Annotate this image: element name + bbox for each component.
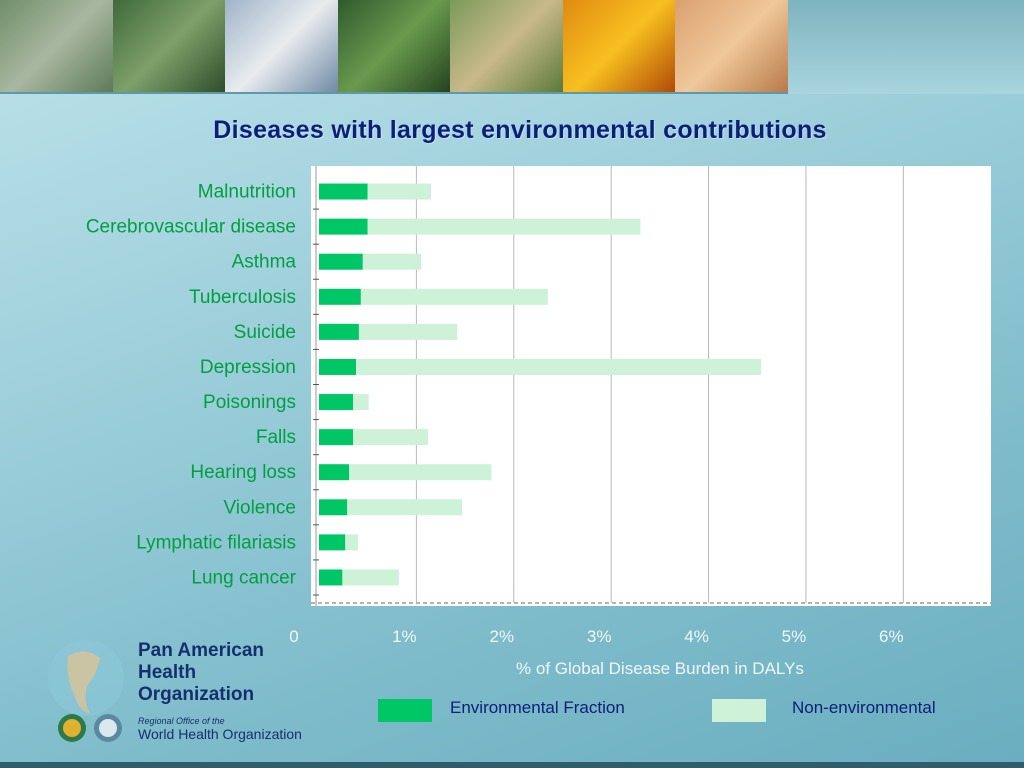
bar-environmental bbox=[319, 358, 357, 375]
bar-environmental bbox=[319, 429, 354, 446]
bar-environmental bbox=[319, 569, 343, 586]
x-tick-label: 3% bbox=[587, 627, 612, 646]
bar-non-environmental bbox=[353, 429, 429, 446]
bar-non-environmental bbox=[349, 464, 492, 481]
category-label: Suicide bbox=[234, 322, 296, 343]
bar-non-environmental bbox=[356, 358, 762, 375]
banner-photo bbox=[562, 0, 676, 92]
bar-non-environmental bbox=[360, 288, 548, 305]
banner-background bbox=[788, 0, 1024, 94]
photo-banner bbox=[0, 0, 788, 94]
legend-label-environmental: Environmental Fraction bbox=[450, 698, 625, 717]
bar-environmental bbox=[319, 183, 368, 200]
legend-label-non-environmental: Non-environmental bbox=[792, 698, 936, 717]
x-tick-label: 0 bbox=[289, 627, 298, 646]
category-label: Malnutrition bbox=[198, 182, 296, 203]
bar-non-environmental bbox=[362, 253, 422, 270]
banner-photo bbox=[337, 0, 451, 92]
bar-non-environmental bbox=[347, 499, 463, 516]
category-label: Depression bbox=[200, 357, 296, 378]
paho-logo: Pan American Health Organization Regiona… bbox=[38, 636, 328, 748]
bar-non-environmental bbox=[345, 534, 358, 551]
bottom-strip bbox=[0, 762, 1024, 768]
legend-swatch-non-environmental bbox=[712, 699, 766, 722]
bar-environmental bbox=[319, 218, 368, 235]
bar-environmental bbox=[319, 288, 361, 305]
x-tick-label: 1% bbox=[392, 627, 417, 646]
bar-environmental bbox=[319, 394, 354, 411]
plot-area bbox=[311, 166, 991, 606]
category-label: Asthma bbox=[232, 252, 297, 273]
bar-non-environmental bbox=[342, 569, 399, 586]
banner-photo bbox=[675, 0, 788, 92]
globe-icon bbox=[48, 640, 124, 742]
bar-environmental bbox=[319, 464, 350, 481]
chart-title: Diseases with largest environmental cont… bbox=[213, 116, 827, 144]
legend-swatch-environmental bbox=[378, 699, 432, 722]
banner-photo bbox=[450, 0, 563, 92]
category-label: Poisonings bbox=[203, 392, 296, 413]
category-label: Hearing loss bbox=[190, 462, 296, 483]
bar-non-environmental bbox=[367, 183, 431, 200]
category-label: Falls bbox=[256, 427, 296, 448]
x-axis-title: % of Global Disease Burden in DALYs bbox=[516, 659, 804, 678]
bar-non-environmental bbox=[358, 323, 458, 340]
category-label: Violence bbox=[223, 497, 296, 518]
bar-environmental bbox=[319, 323, 359, 340]
category-label: Lung cancer bbox=[191, 567, 296, 588]
category-label: Tuberculosis bbox=[189, 287, 296, 308]
category-label: Lymphatic filariasis bbox=[136, 532, 296, 553]
org-who: World Health Organization bbox=[138, 726, 302, 742]
bar-non-environmental bbox=[367, 218, 641, 235]
bar-non-environmental bbox=[353, 394, 369, 411]
x-tick-label: 6% bbox=[879, 627, 904, 646]
banner-photo bbox=[0, 0, 113, 92]
category-label: Cerebrovascular disease bbox=[86, 217, 296, 238]
banner-photo bbox=[225, 0, 338, 92]
x-tick-label: 2% bbox=[489, 627, 514, 646]
legend: Environmental Fraction Non-environmental bbox=[378, 698, 998, 724]
bar-environmental bbox=[319, 534, 346, 551]
org-name: Pan American Health Organization bbox=[138, 640, 265, 705]
banner-photo bbox=[112, 0, 226, 92]
bar-environmental bbox=[319, 253, 363, 270]
x-tick-label: 5% bbox=[782, 627, 807, 646]
x-tick-label: 4% bbox=[684, 627, 709, 646]
bar-environmental bbox=[319, 499, 348, 516]
org-subtitle: Regional Office of the bbox=[138, 716, 225, 726]
